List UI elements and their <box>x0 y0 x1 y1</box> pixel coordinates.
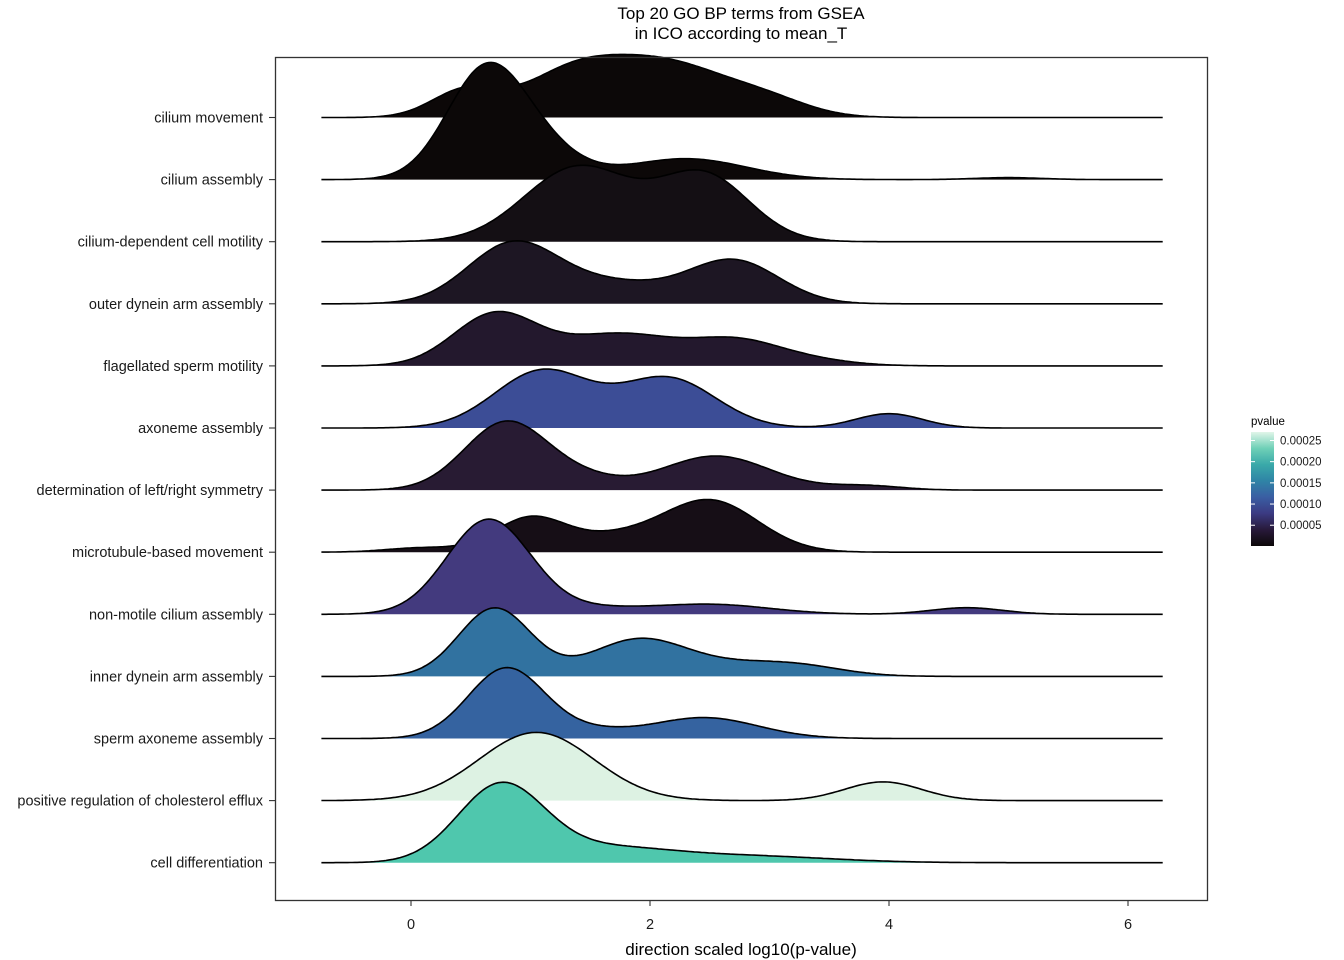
legend-title: pvalue <box>1251 416 1285 428</box>
y-axis-label: microtubule-based movement <box>72 545 263 561</box>
ridge-inner-dynein-arm-assembly <box>321 606 1164 678</box>
y-axis-label: cilium movement <box>154 111 263 127</box>
ridge-cilium-assembly <box>321 61 1164 181</box>
chart-title-line-2: in ICO according to mean_T <box>635 24 848 43</box>
ridge-outline <box>321 368 1163 429</box>
ridge-outline <box>321 164 1163 243</box>
legend-tick-label: 0.00025 <box>1280 435 1322 447</box>
ridge-positive-regulation-of-cholesterol-efflux <box>321 731 1164 802</box>
ridge-microtubule-based-movement <box>321 498 1164 553</box>
ridge-axoneme-assembly <box>321 368 1164 429</box>
ridge-determination-of-left-right-symmetry <box>321 420 1164 491</box>
y-axis-label: inner dynein arm assembly <box>90 669 264 685</box>
x-tick-label: 2 <box>646 917 654 933</box>
ridge-outer-dynein-arm-assembly <box>321 239 1164 305</box>
ridge-sperm-axoneme-assembly <box>321 666 1164 740</box>
ridge-area <box>321 165 1164 242</box>
x-tick-label: 0 <box>407 917 415 933</box>
ridges <box>321 53 1164 864</box>
legend-colorbar <box>1251 432 1274 546</box>
ridge-outline <box>321 666 1163 740</box>
x-axis: 0 2 4 6 <box>407 900 1132 933</box>
ridge-flagellated-sperm-motility <box>321 310 1164 367</box>
ridge-outline <box>321 606 1163 678</box>
x-tick-label: 4 <box>885 917 893 933</box>
ridge-outline <box>321 781 1163 864</box>
ridge-outline <box>321 731 1163 802</box>
y-axis-labels: cilium movement cilium assembly cilium-dep… <box>17 111 275 872</box>
chart-title-line-1: Top 20 GO BP terms from GSEA <box>617 4 865 23</box>
ridge-area <box>321 732 1164 801</box>
y-axis-label: flagellated sperm motility <box>103 359 263 375</box>
ridge-non-motile-cilium-assembly <box>321 518 1164 616</box>
ridge-area <box>321 369 1164 428</box>
ridge-area <box>321 54 1164 118</box>
y-axis-label: outer dynein arm assembly <box>89 297 264 313</box>
legend-tick-label: 0.00015 <box>1280 478 1322 490</box>
ridge-area <box>321 519 1164 615</box>
ridge-area <box>321 240 1164 304</box>
ridge-cilium-movement <box>321 53 1164 119</box>
y-axis-label: positive regulation of cholesterol efflu… <box>17 794 263 810</box>
y-axis-label: cilium-dependent cell motility <box>78 235 264 251</box>
ridge-area <box>321 62 1164 180</box>
ridge-area <box>321 607 1164 677</box>
ridge-cell-differentiation <box>321 781 1164 864</box>
legend-tick-label: 0.00010 <box>1280 499 1322 511</box>
y-axis-label: sperm axoneme assembly <box>94 732 264 748</box>
ridge-area <box>321 499 1164 553</box>
x-axis-title: direction scaled log10(p-value) <box>625 940 857 959</box>
ridge-outline <box>321 310 1163 367</box>
ridge-area <box>321 667 1164 739</box>
legend-tick-label: 0.00020 <box>1280 457 1322 469</box>
ridge-area <box>321 420 1164 491</box>
legend-tick-label: 0.00005 <box>1280 520 1322 532</box>
y-axis-label: non-motile cilium assembly <box>89 607 264 623</box>
ridge-area <box>321 782 1164 863</box>
ridge-outline <box>321 239 1163 305</box>
y-axis-label: determination of left/right symmetry <box>37 483 264 499</box>
ridge-outline <box>321 420 1163 491</box>
color-legend: pvalue 0.00025 0.00020 0.00015 0.00010 0.000… <box>1251 416 1322 546</box>
ridge-outline <box>321 518 1163 616</box>
ridge-outline <box>321 61 1163 181</box>
plot-panel-border <box>274 56 1209 902</box>
y-axis-label: cilium assembly <box>161 173 264 189</box>
ridge-cilium-dependent-cell-motility <box>321 164 1164 243</box>
y-axis-label: cell differentiation <box>150 856 263 872</box>
x-tick-label: 6 <box>1124 917 1132 933</box>
y-axis-label: axoneme assembly <box>138 421 264 437</box>
